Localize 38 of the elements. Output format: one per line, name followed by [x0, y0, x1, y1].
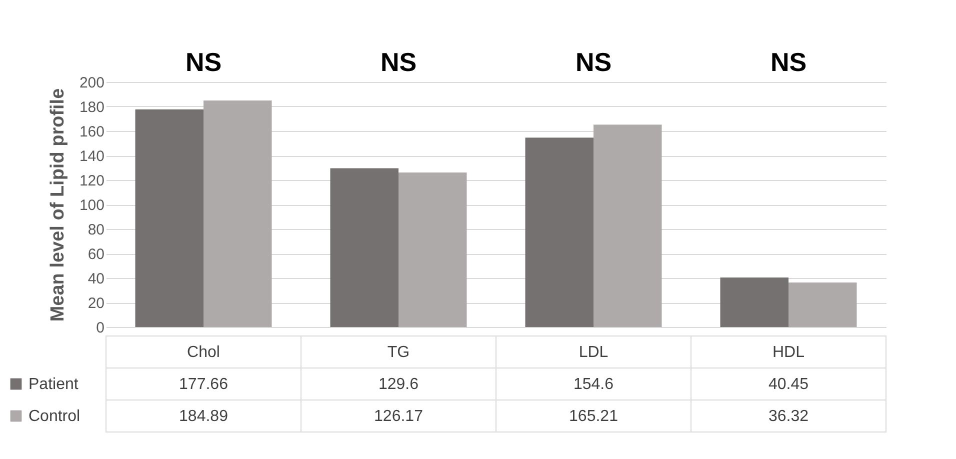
bar [330, 168, 398, 327]
data-label: 165.21 [569, 408, 618, 425]
y-tick-label: 160 [79, 124, 104, 140]
data-label: 40.45 [768, 376, 809, 393]
y-tick-label: 100 [79, 197, 104, 214]
y-tick-label: 40 [88, 270, 104, 288]
text: NS [575, 47, 612, 77]
data-label: 184.89 [179, 408, 228, 425]
text: NS [380, 47, 417, 77]
x-tick-label: TG [387, 344, 410, 361]
y-tick-label: 20 [88, 295, 104, 312]
y-tick-label: 120 [79, 172, 104, 190]
bar [135, 109, 204, 327]
legend-label: Control [28, 408, 80, 425]
y-tick-label: 0 [96, 320, 104, 336]
y-axis-title: Mean level of Lipid profile [47, 88, 68, 322]
bar [204, 100, 272, 327]
data-label: 129.6 [378, 376, 419, 393]
bar [594, 124, 662, 327]
y-tick-label: 200 [79, 74, 104, 92]
bar [720, 277, 788, 327]
bar [398, 172, 467, 327]
y-tick-label: 60 [88, 246, 104, 263]
data-label: 36.32 [768, 408, 809, 425]
text: NS [770, 47, 807, 77]
y-tick-label: 180 [79, 99, 104, 116]
y-tick-label: 140 [79, 148, 104, 165]
x-tick-label: Chol [187, 344, 220, 361]
data-label: 177.66 [179, 376, 228, 393]
x-tick-label: LDL [578, 344, 608, 361]
bar [788, 282, 857, 327]
bar [525, 138, 594, 327]
x-tick-label: HDL [772, 344, 805, 361]
data-label: 126.17 [374, 408, 424, 425]
data-label: 154.6 [573, 376, 614, 393]
text: NS [185, 47, 222, 77]
y-tick-label: 80 [88, 222, 104, 238]
legend-label: Patient [28, 376, 79, 393]
